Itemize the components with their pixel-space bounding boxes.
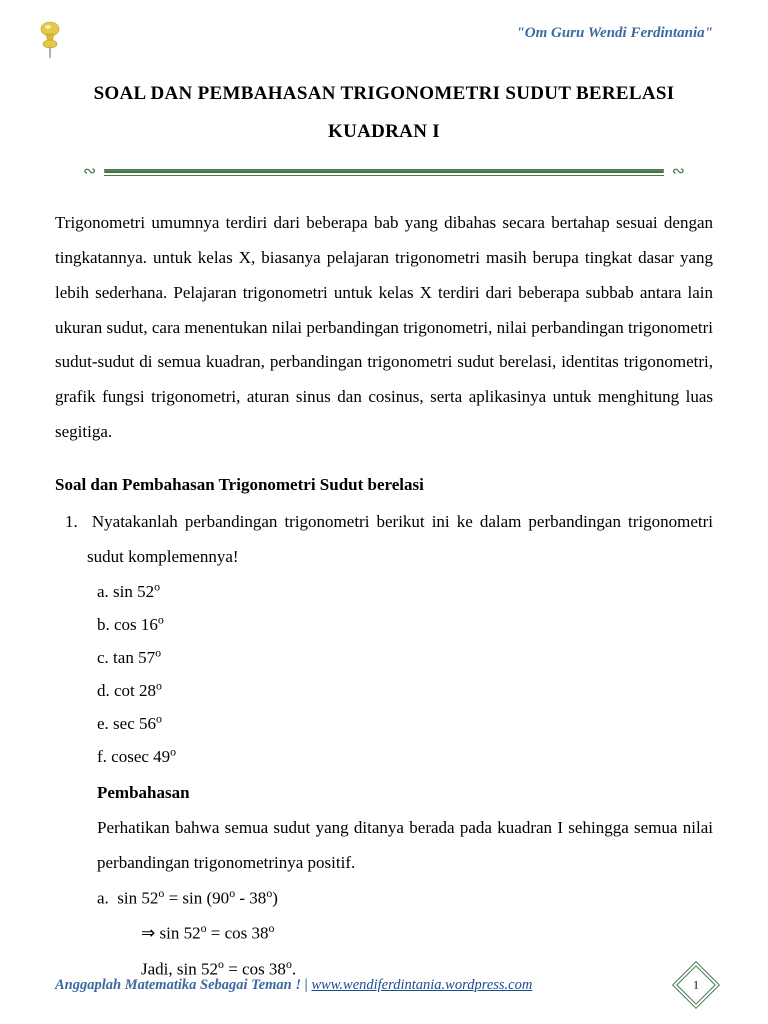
problem-list: 1. Nyatakanlah perbandingan trigonometri… <box>55 505 713 988</box>
problem-sub-items: a. sin 52o b. cos 16o c. tan 57o d. cot … <box>97 575 713 774</box>
pembahasan-text: Perhatikan bahwa semua sudut yang ditany… <box>97 811 713 881</box>
divider-swirl-right: ∾ <box>672 161 685 181</box>
decorative-divider: ∾ ∾ <box>75 161 693 181</box>
problem-number: 1. <box>65 512 78 531</box>
intro-paragraph: Trigonometri umumnya terdiri dari bebera… <box>55 206 713 450</box>
subheading: Soal dan Pembahasan Trigonometri Sudut b… <box>55 475 713 495</box>
item-f: f. cosec 49o <box>97 740 713 773</box>
divider-line <box>104 170 663 173</box>
item-d: d. cot 28o <box>97 674 713 707</box>
pembahasan-label: Pembahasan <box>97 776 713 811</box>
divider-swirl-left: ∾ <box>83 161 96 181</box>
problem-statement: Nyatakanlah perbandingan trigonometri be… <box>87 512 713 566</box>
page-number-badge: 1 <box>679 968 713 1002</box>
title-line-2: KUADRAN I <box>55 113 713 151</box>
item-a: a. sin 52o <box>97 575 713 608</box>
pushpin-icon <box>35 20 65 60</box>
item-e: e. sec 56o <box>97 707 713 740</box>
item-b: b. cos 16o <box>97 608 713 641</box>
solution-line-2: ⇒ sin 52o = cos 38o <box>141 916 713 952</box>
footer-link[interactable]: www.wendiferdintania.wordpress.com <box>311 977 532 993</box>
problem-1: 1. Nyatakanlah perbandingan trigonometri… <box>87 505 713 575</box>
item-c: c. tan 57o <box>97 641 713 674</box>
page-number: 1 <box>693 978 699 993</box>
solution-line-1: a. sin 52o = sin (90o - 38o) <box>97 881 713 917</box>
page-title: SOAL DAN PEMBAHASAN TRIGONOMETRI SUDUT B… <box>55 75 713 151</box>
footer: Anggaplah Matematika Sebagai Teman ! | w… <box>55 968 713 1002</box>
header-credit: "Om Guru Wendi Ferdintania" <box>516 25 713 42</box>
footer-text: Anggaplah Matematika Sebagai Teman ! | w… <box>55 977 532 994</box>
title-line-1: SOAL DAN PEMBAHASAN TRIGONOMETRI SUDUT B… <box>55 75 713 113</box>
